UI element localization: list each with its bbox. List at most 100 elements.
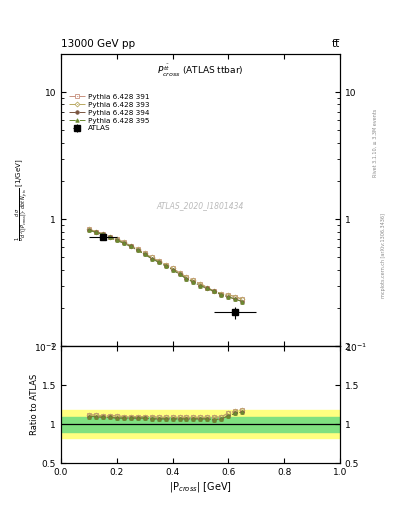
Pythia 6.428 393 <box>205 285 210 291</box>
Pythia 6.428 393 <box>226 291 231 297</box>
Line: Pythia 6.428 395: Pythia 6.428 395 <box>87 228 244 303</box>
Pythia 6.428 393 <box>149 254 154 261</box>
Line: Pythia 6.428 393: Pythia 6.428 393 <box>87 228 244 301</box>
Pythia 6.428 393 <box>177 269 182 275</box>
Pythia 6.428 391 <box>94 228 98 234</box>
Pythia 6.428 391 <box>156 258 161 264</box>
Pythia 6.428 393 <box>198 281 203 287</box>
Pythia 6.428 394 <box>86 227 91 233</box>
Text: mcplots.cern.ch [arXiv:1306.3436]: mcplots.cern.ch [arXiv:1306.3436] <box>381 214 386 298</box>
Pythia 6.428 391 <box>135 246 140 252</box>
Pythia 6.428 393 <box>94 228 98 234</box>
Pythia 6.428 394 <box>114 238 119 244</box>
Pythia 6.428 391 <box>226 291 231 297</box>
Pythia 6.428 395 <box>114 238 119 244</box>
Pythia 6.428 394 <box>233 296 238 302</box>
Pythia 6.428 393 <box>86 226 91 232</box>
Pythia 6.428 393 <box>191 278 196 284</box>
Pythia 6.428 391 <box>198 281 203 287</box>
Pythia 6.428 394 <box>240 298 244 305</box>
Pythia 6.428 391 <box>191 278 196 284</box>
Pythia 6.428 393 <box>233 294 238 300</box>
Pythia 6.428 395 <box>198 283 203 289</box>
Pythia 6.428 395 <box>163 263 168 269</box>
Pythia 6.428 391 <box>101 230 105 237</box>
Pythia 6.428 393 <box>219 290 224 296</box>
Pythia 6.428 394 <box>226 294 231 300</box>
Pythia 6.428 393 <box>121 239 126 245</box>
Pythia 6.428 394 <box>101 231 105 238</box>
Text: 13000 GeV pp: 13000 GeV pp <box>61 38 135 49</box>
Y-axis label: Ratio to ATLAS: Ratio to ATLAS <box>30 374 39 436</box>
Legend: Pythia 6.428 391, Pythia 6.428 393, Pythia 6.428 394, Pythia 6.428 395, ATLAS: Pythia 6.428 391, Pythia 6.428 393, Pyth… <box>67 93 151 133</box>
Pythia 6.428 394 <box>198 283 203 289</box>
Pythia 6.428 395 <box>184 275 189 282</box>
Y-axis label: $\frac{1}{\sigma}\frac{d\sigma}{d^2(|P_{cross}|)\cdot dbt\,N_{jets}}$ [1/GeV]: $\frac{1}{\sigma}\frac{d\sigma}{d^2(|P_{… <box>14 159 31 241</box>
Pythia 6.428 395 <box>212 288 217 294</box>
X-axis label: |P$_{cross}$| [GeV]: |P$_{cross}$| [GeV] <box>169 480 232 494</box>
Pythia 6.428 394 <box>170 267 175 273</box>
Text: tt̅: tt̅ <box>332 38 340 49</box>
Pythia 6.428 395 <box>219 291 224 297</box>
Pythia 6.428 394 <box>163 263 168 269</box>
Pythia 6.428 394 <box>184 275 189 282</box>
Pythia 6.428 395 <box>177 271 182 277</box>
Pythia 6.428 391 <box>170 265 175 271</box>
Pythia 6.428 393 <box>156 258 161 264</box>
Pythia 6.428 391 <box>163 262 168 268</box>
Pythia 6.428 395 <box>135 247 140 253</box>
Pythia 6.428 394 <box>219 291 224 297</box>
Pythia 6.428 394 <box>191 279 196 285</box>
Pythia 6.428 394 <box>107 234 112 241</box>
Text: $P_{cross}^{t\bar{t}}$ (ATLAS ttbar): $P_{cross}^{t\bar{t}}$ (ATLAS ttbar) <box>157 62 244 79</box>
Pythia 6.428 393 <box>240 296 244 302</box>
Pythia 6.428 394 <box>94 229 98 236</box>
Pythia 6.428 393 <box>163 262 168 268</box>
Pythia 6.428 394 <box>149 255 154 262</box>
Pythia 6.428 394 <box>128 243 133 249</box>
Pythia 6.428 391 <box>149 254 154 261</box>
Pythia 6.428 395 <box>121 240 126 246</box>
Pythia 6.428 393 <box>101 230 105 237</box>
Line: Pythia 6.428 394: Pythia 6.428 394 <box>87 228 244 303</box>
Text: ATLAS_2020_I1801434: ATLAS_2020_I1801434 <box>157 201 244 210</box>
Pythia 6.428 394 <box>177 271 182 277</box>
Pythia 6.428 391 <box>233 294 238 300</box>
Line: Pythia 6.428 391: Pythia 6.428 391 <box>87 228 244 301</box>
Pythia 6.428 391 <box>212 288 217 294</box>
Pythia 6.428 391 <box>177 269 182 275</box>
Pythia 6.428 395 <box>191 279 196 285</box>
Pythia 6.428 391 <box>121 239 126 245</box>
Pythia 6.428 391 <box>128 243 133 249</box>
Pythia 6.428 395 <box>107 234 112 241</box>
Pythia 6.428 391 <box>114 236 119 242</box>
Pythia 6.428 393 <box>135 246 140 252</box>
Pythia 6.428 394 <box>212 288 217 294</box>
Pythia 6.428 391 <box>86 226 91 232</box>
Pythia 6.428 395 <box>86 227 91 233</box>
Pythia 6.428 395 <box>205 285 210 291</box>
Pythia 6.428 395 <box>149 255 154 262</box>
Pythia 6.428 395 <box>240 298 244 305</box>
Text: Rivet 3.1.10, ≥ 3.3M events: Rivet 3.1.10, ≥ 3.3M events <box>373 109 378 178</box>
Pythia 6.428 395 <box>170 267 175 273</box>
Pythia 6.428 391 <box>205 285 210 291</box>
Pythia 6.428 395 <box>128 243 133 249</box>
Pythia 6.428 394 <box>156 259 161 265</box>
Pythia 6.428 393 <box>212 288 217 294</box>
Pythia 6.428 391 <box>142 250 147 257</box>
Pythia 6.428 395 <box>142 251 147 258</box>
Pythia 6.428 395 <box>233 296 238 302</box>
Pythia 6.428 395 <box>226 294 231 300</box>
Pythia 6.428 394 <box>205 285 210 291</box>
Pythia 6.428 393 <box>184 274 189 280</box>
Pythia 6.428 393 <box>107 233 112 240</box>
Pythia 6.428 395 <box>101 231 105 238</box>
Pythia 6.428 393 <box>170 265 175 271</box>
Pythia 6.428 391 <box>107 233 112 240</box>
Pythia 6.428 394 <box>142 251 147 258</box>
Pythia 6.428 393 <box>128 243 133 249</box>
Pythia 6.428 394 <box>121 240 126 246</box>
Pythia 6.428 391 <box>219 290 224 296</box>
Pythia 6.428 393 <box>142 250 147 257</box>
